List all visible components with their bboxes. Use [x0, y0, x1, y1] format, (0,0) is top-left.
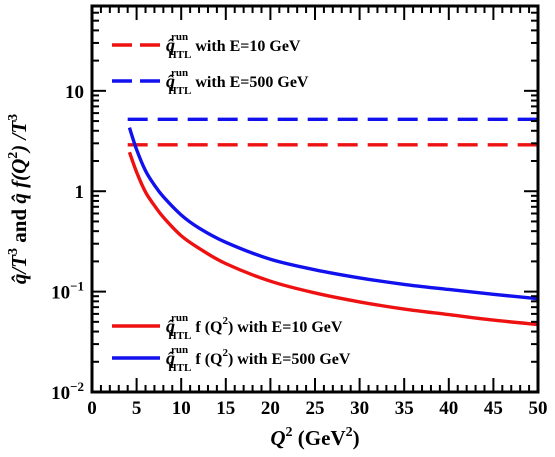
x-tick-label: 25	[306, 398, 325, 419]
series-layer	[127, 117, 538, 327]
labels-layer: 0 5 10 15 20 25 30 35 40 45 50 10 1 10−1 10−2 Q2 (GeV2)…	[6, 82, 548, 450]
x-tick-label: 15	[216, 398, 235, 419]
legend-label-top-1: q̂run HTL with E=500 GeV	[166, 67, 309, 97]
legend-label-bottom-0: q̂run HTL f (Q2) with E=10 GeV	[166, 312, 343, 342]
x-tick-label: 30	[350, 398, 369, 419]
legend-label-top-0: q̂run HTL with E=10 GeV	[166, 31, 301, 61]
y-axis-label: q̂/T3 and q̂ f(Q2) /T3	[6, 114, 31, 284]
y-tick-label: 10−1	[51, 279, 84, 304]
series-line-2	[127, 151, 538, 327]
legend-layer: q̂run HTL with E=10 GeV q̂run HTL with E=50…	[112, 31, 351, 374]
x-tick-label: 0	[87, 398, 97, 419]
series-line-3	[127, 127, 538, 301]
x-tick-label: 45	[484, 398, 503, 419]
x-tick-label: 50	[529, 398, 548, 419]
x-tick-label: 40	[439, 398, 458, 419]
x-tick-label: 5	[132, 398, 142, 419]
x-tick-label: 20	[261, 398, 280, 419]
x-tick-label: 35	[395, 398, 414, 419]
y-tick-label: 1	[75, 182, 85, 203]
x-axis-label: Q2 (GeV2)	[270, 425, 359, 450]
y-tick-label: 10	[65, 82, 84, 103]
plot-frame	[90, 4, 540, 394]
x-tick-label: 10	[172, 398, 191, 419]
y-tick-label: 10−2	[51, 379, 84, 404]
legend-label-bottom-1: q̂run HTL f (Q2) with E=500 GeV	[166, 344, 351, 374]
